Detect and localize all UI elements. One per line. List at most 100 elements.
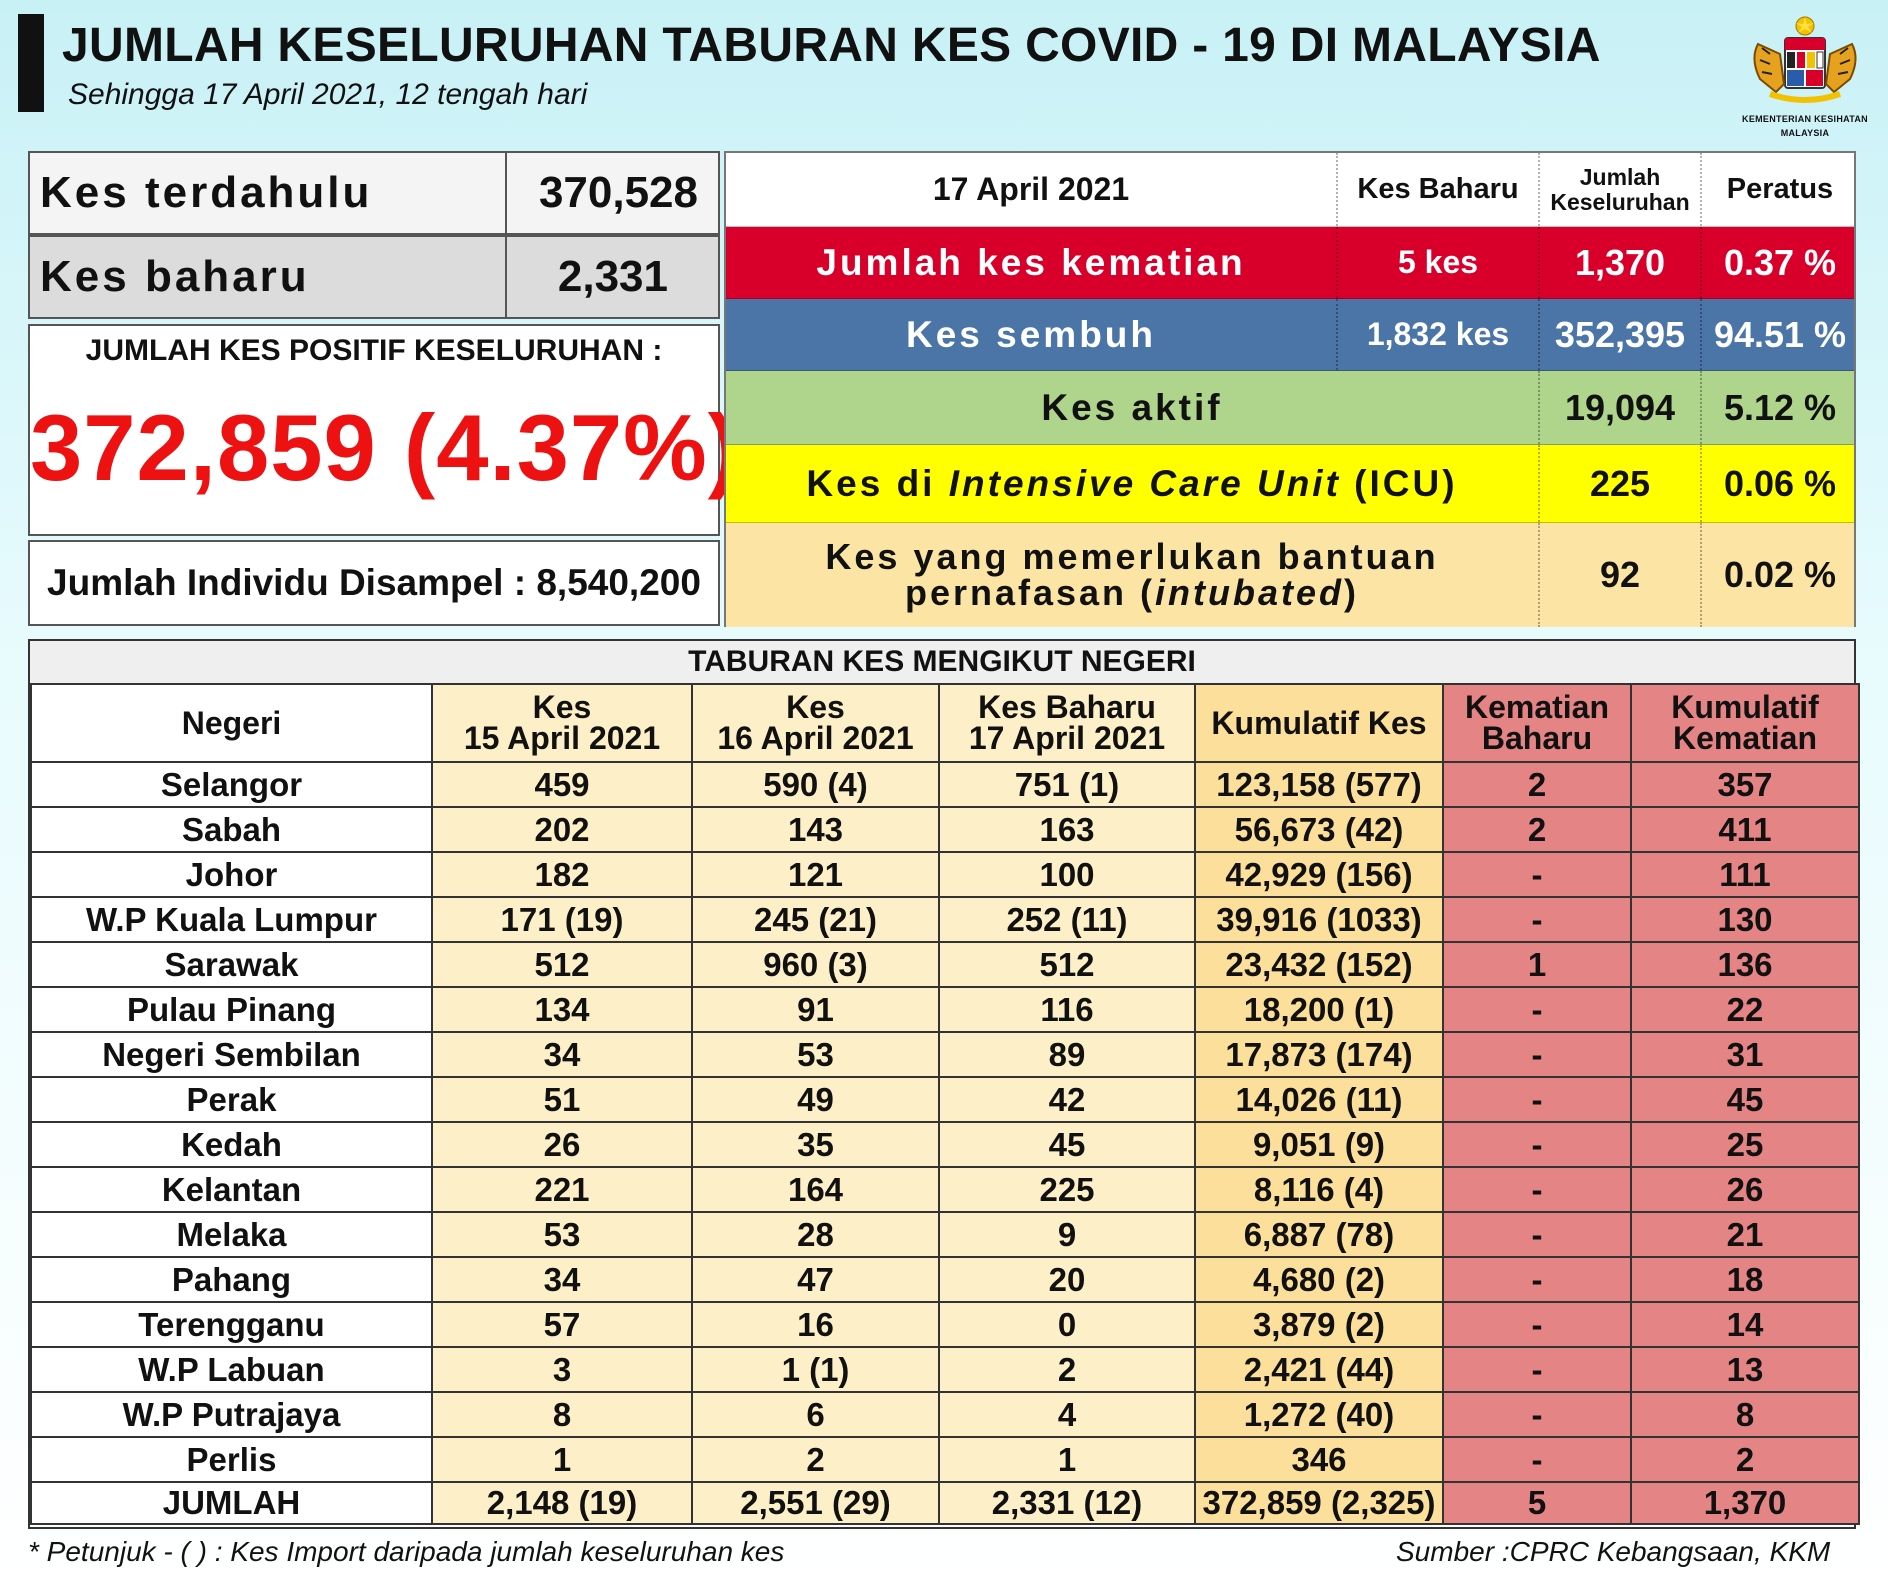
- status-header-total-line1: Jumlah: [1579, 163, 1661, 190]
- column-header: Kes 15 April 2021: [431, 683, 693, 763]
- table-cell: 1,272 (40): [1194, 1391, 1444, 1438]
- recovered-pct: 94.51 %: [1700, 299, 1858, 370]
- previous-cases-label: Kes terdahulu: [40, 168, 373, 217]
- status-header-pct: Peratus: [1700, 153, 1858, 226]
- table-cell: -: [1442, 1121, 1632, 1168]
- state-name-cell: Sarawak: [30, 941, 433, 988]
- table-cell: 8: [1630, 1391, 1860, 1438]
- table-cell: 3,879 (2): [1194, 1301, 1444, 1348]
- table-cell: 590 (4): [691, 761, 940, 808]
- table-cell: 123,158 (577): [1194, 761, 1444, 808]
- icu-label: Kes di Intensive Care Unit (ICU): [726, 445, 1538, 522]
- state-table-title: TABURAN KES MENGIKUT NEGERI: [30, 641, 1854, 685]
- table-row: Sabah 202 143 163 56,673 (42) 2 411: [30, 806, 1860, 853]
- table-row: Pahang 34 47 20 4,680 (2) -18: [30, 1256, 1860, 1303]
- table-cell: 1: [938, 1436, 1196, 1483]
- table-cell: 182: [431, 851, 693, 898]
- state-table-header-row: Negeri Kes 15 April 2021 Kes 16 April 2021 Ke…: [30, 683, 1860, 763]
- column-header-line2: 15 April 2021: [463, 720, 661, 756]
- table-cell: -: [1442, 1031, 1632, 1078]
- page-subtitle: Sehingga 17 April 2021, 12 tengah hari: [68, 78, 588, 111]
- status-row-recovered: Kes sembuh 1,832 kes 352,395 94.51 %: [726, 299, 1854, 371]
- table-cell: 252 (11): [938, 896, 1196, 943]
- table-cell: 111: [1630, 851, 1860, 898]
- table-cell: 20: [938, 1256, 1196, 1303]
- table-cell: 4,680 (2): [1194, 1256, 1444, 1303]
- column-header: Kes 16 April 2021: [691, 683, 940, 763]
- table-cell: 960 (3): [691, 941, 940, 988]
- status-header-new: Kes Baharu: [1336, 153, 1538, 226]
- table-cell: 1: [1442, 941, 1632, 988]
- table-cell: 164: [691, 1166, 940, 1213]
- column-header: Kumulatif Kes: [1194, 683, 1444, 763]
- table-cell: 1: [431, 1436, 693, 1483]
- table-cell: 6: [691, 1391, 940, 1438]
- table-cell: 225: [938, 1166, 1196, 1213]
- table-cell: 26: [1630, 1166, 1860, 1213]
- active-label: Kes aktif: [1041, 386, 1223, 428]
- state-distribution-table: TABURAN KES MENGIKUT NEGERI Negeri Kes 15 …: [28, 639, 1860, 1529]
- state-name-cell: Terengganu: [30, 1301, 433, 1348]
- state-name-cell: Sabah: [30, 806, 433, 853]
- table-cell: 2: [1442, 761, 1632, 808]
- intubated-total: 92: [1538, 523, 1700, 627]
- deaths-pct: 0.37 %: [1700, 227, 1858, 298]
- table-cell: 2: [938, 1346, 1196, 1393]
- total-cell: 5: [1442, 1481, 1632, 1525]
- table-cell: 45: [1630, 1076, 1860, 1123]
- intubated-pct: 0.02 %: [1700, 523, 1858, 627]
- deaths-new: 5 kes: [1336, 227, 1538, 298]
- table-cell: -: [1442, 1436, 1632, 1483]
- table-cell: 56,673 (42): [1194, 806, 1444, 853]
- previous-cases-value: 370,528: [538, 168, 698, 217]
- table-cell: 91: [691, 986, 940, 1033]
- table-cell: 57: [431, 1301, 693, 1348]
- column-header-line1: Kes: [532, 689, 592, 725]
- table-cell: 39,916 (1033): [1194, 896, 1444, 943]
- table-cell: -: [1442, 851, 1632, 898]
- footer-note: * Petunjuk - ( ) : Kes Import daripada j…: [28, 1536, 785, 1567]
- table-cell: 2: [1442, 806, 1632, 853]
- table-cell: 16: [691, 1301, 940, 1348]
- table-cell: 163: [938, 806, 1196, 853]
- previous-cases-row: Kes terdahulu 370,528: [28, 151, 720, 235]
- icu-label-pre: Kes di: [806, 462, 949, 504]
- logo-caption: KEMENTERIAN KESIHATAN: [1742, 114, 1868, 124]
- intubated-label-line1: Kes yang memerlukan bantuan: [825, 536, 1439, 577]
- table-cell: 8,116 (4): [1194, 1166, 1444, 1213]
- state-name-cell: W.P Kuala Lumpur: [30, 896, 433, 943]
- intubated-label: Kes yang memerlukan bantuan pernafasan (…: [726, 523, 1538, 627]
- table-cell: 171 (19): [431, 896, 693, 943]
- total-positive-box: JUMLAH KES POSITIF KESELURUHAN : 372,859…: [28, 324, 739, 536]
- deaths-total: 1,370: [1538, 227, 1700, 298]
- table-row: Pulau Pinang 134 91 116 18,200 (1) -22: [30, 986, 1860, 1033]
- table-cell: 17,873 (174): [1194, 1031, 1444, 1078]
- status-header-total-line2: Keseluruhan: [1550, 188, 1690, 215]
- state-name-cell: Kedah: [30, 1121, 433, 1168]
- deaths-label: Jumlah kes kematian: [816, 241, 1246, 283]
- table-row: Perak 51 49 42 14,026 (11) -45: [30, 1076, 1860, 1123]
- table-cell: 22: [1630, 986, 1860, 1033]
- total-cell: 2,148 (19): [431, 1481, 693, 1525]
- page-title: JUMLAH KESELURUHAN TABURAN KES COVID - 1…: [62, 19, 1601, 72]
- table-row: Kelantan 221 164 225 8,116 (4) -26: [30, 1166, 1860, 1213]
- recovered-label: Kes sembuh: [905, 313, 1156, 355]
- column-header-line1: Kes Baharu: [978, 689, 1156, 725]
- table-cell: 2: [691, 1436, 940, 1483]
- footer-source: Sumber :CPRC Kebangsaan, KKM: [1396, 1536, 1831, 1567]
- total-cell: 2,331 (12): [938, 1481, 1196, 1525]
- active-total: 19,094: [1538, 371, 1700, 444]
- status-row-active: Kes aktif 19,094 5.12 %: [726, 371, 1854, 445]
- table-cell: -: [1442, 1166, 1632, 1213]
- state-name-cell: Pulau Pinang: [30, 986, 433, 1033]
- table-row: W.P Putrajaya 8 6 4 1,272 (40) -8: [30, 1391, 1860, 1438]
- intubated-label-line2: pernafasan (intubated): [905, 575, 1359, 611]
- intubated-label-line2-pre: pernafasan (: [904, 572, 1156, 613]
- coat-of-arms-icon: [1753, 16, 1857, 103]
- table-cell: 459: [431, 761, 693, 808]
- table-cell: 14,026 (11): [1194, 1076, 1444, 1123]
- status-row-icu: Kes di Intensive Care Unit (ICU) 225 0.0…: [726, 445, 1854, 523]
- table-cell: 136: [1630, 941, 1860, 988]
- table-cell: 18: [1630, 1256, 1860, 1303]
- column-header-line1: Kes: [786, 689, 845, 725]
